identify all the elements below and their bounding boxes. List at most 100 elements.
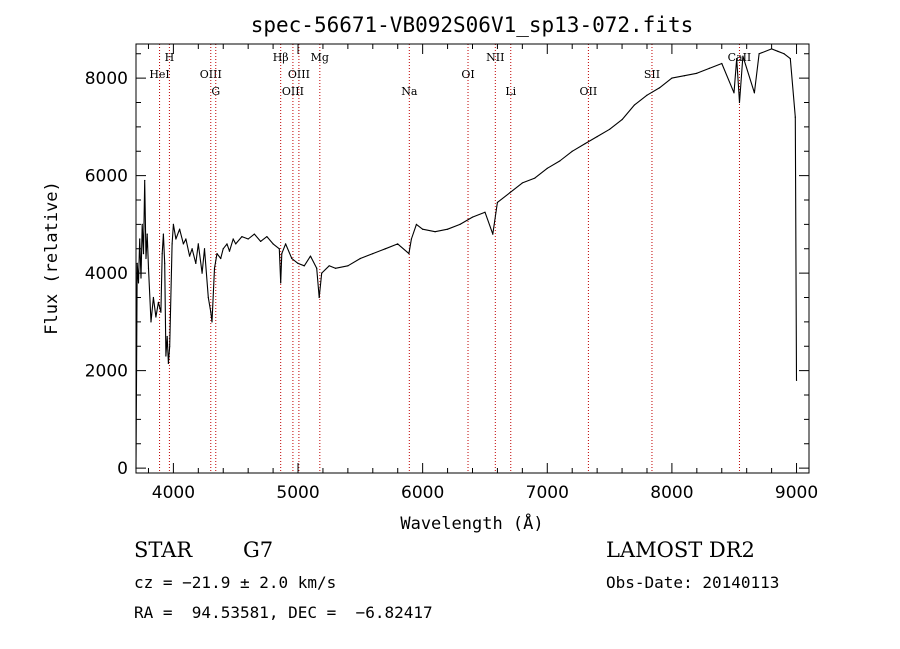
spectrum-point-4: [140, 277, 142, 279]
spectrum-point-73: [422, 228, 424, 230]
spectrum-point-23: [171, 243, 173, 245]
spectrum-point-46: [241, 235, 243, 238]
line-marker-label: Mg: [311, 51, 329, 64]
line-marker-label: SII: [644, 68, 660, 81]
spectrum-point-13: [155, 316, 157, 318]
spectrum-point-33: [201, 272, 203, 274]
x-tick-label: 6000: [401, 483, 444, 503]
spectrum-point-84: [546, 167, 548, 169]
line-marker-label: Hβ: [273, 51, 289, 64]
spectrum-point-36: [210, 311, 212, 313]
obs-date: Obs-Date: 20140113: [606, 573, 780, 592]
y-axis-label: Flux (relative): [42, 181, 62, 335]
spectrum-point-40: [220, 257, 222, 260]
spectrum-point-21: [167, 362, 170, 364]
spectrum-point-98: [721, 62, 723, 65]
spectrum-point-12: [152, 296, 155, 299]
spectrum-point-17: [162, 233, 165, 235]
spectrum-point-18: [164, 262, 166, 264]
spectrum-point-80: [496, 201, 499, 204]
survey-name: LAMOST DR2: [606, 538, 755, 562]
spectrum-point-34: [203, 248, 206, 250]
spectrum-point-90: [621, 118, 623, 121]
plot-frame: [135, 43, 810, 474]
spectrum-point-64: [334, 267, 337, 269]
spectrum-point-28: [185, 238, 187, 240]
spectrum-point-88: [596, 136, 598, 138]
spectrum-point-20: [166, 335, 168, 338]
spectrum-point-75: [446, 228, 449, 230]
spectrum-point-35: [207, 296, 209, 299]
spectrum-point-72: [415, 223, 418, 225]
spectrum-point-47: [247, 238, 249, 240]
y-tick-label: 2000: [85, 362, 128, 382]
spectrum-point-54: [281, 253, 283, 255]
spectrum-point-65: [347, 265, 349, 267]
spectrum-point-10: [147, 267, 150, 269]
x-tick-label: 4000: [152, 483, 195, 503]
spectrum-point-24: [172, 223, 174, 225]
spectrum-point-74: [434, 231, 436, 233]
line-marker-label: OIII: [288, 68, 310, 81]
spectrum-point-79: [492, 233, 494, 235]
y-tick-label: 8000: [85, 69, 128, 89]
spectrum-point-71: [410, 238, 413, 240]
y-axis-ticks: 0 2000 4000 6000 8000: [85, 53, 809, 479]
spectrum-point-19: [165, 355, 167, 357]
spectrum-point-66: [359, 257, 361, 260]
spectrum-point-52: [278, 248, 280, 250]
spectrum-point-68: [384, 248, 386, 250]
line-marker-label: Na: [401, 85, 418, 98]
spectrum-point-7: [144, 179, 146, 182]
spectrum-point-56: [291, 257, 293, 260]
spectrum-point-45: [235, 243, 237, 245]
spectrum-point-55: [284, 243, 287, 245]
spectrum-point-67: [372, 253, 374, 255]
spectrum-point-76: [459, 223, 461, 225]
line-marker-label: OIII: [282, 85, 304, 98]
spectrum-point-6: [142, 253, 145, 255]
spectrum-point-92: [646, 94, 648, 96]
spectrum-point-81: [509, 192, 511, 194]
spectrum-point-57: [297, 262, 299, 264]
spectrum-point-91: [633, 104, 636, 106]
x-axis-ticks: 4000 5000 6000 7000 8000 9000: [147, 44, 818, 503]
spectrum-point-89: [608, 128, 611, 130]
y-tick-label: 6000: [85, 167, 128, 187]
spectrum-point-51: [272, 243, 274, 245]
spectrum-point-8: [145, 257, 147, 260]
spectrum-point-86: [571, 150, 573, 152]
spectrum-point-59: [309, 255, 312, 257]
coordinates: RA = 94.53581, DEC = −6.82417: [134, 603, 433, 622]
spectrum-point-69: [397, 243, 399, 245]
spectrum-point-38: [213, 267, 216, 269]
spectrum-point-26: [179, 228, 181, 230]
spectrum-point-27: [182, 243, 184, 245]
spectrum-point-95: [683, 75, 685, 77]
spectrum-point-50: [266, 235, 268, 238]
spectrum-point-43: [228, 250, 231, 252]
spectrum-point-49: [260, 240, 262, 243]
spectrum-point-107: [783, 53, 785, 55]
spectrum-point-110: [795, 379, 798, 381]
y-tick-label: 4000: [85, 264, 128, 284]
spectrum-point-29: [188, 255, 191, 257]
spectrum-point-42: [226, 243, 228, 245]
x-axis-label: Wavelength (Å): [400, 512, 543, 534]
spectrum-series: [135, 48, 798, 469]
spectrum-point-15: [160, 311, 162, 313]
spectrum-point-14: [157, 301, 160, 303]
spectrum-point-61: [318, 296, 320, 299]
spectrum-point-1: [136, 262, 138, 264]
spectrum-point-103: [753, 92, 756, 94]
spectrum-point-30: [191, 248, 193, 250]
spectrum-point-5: [141, 223, 143, 225]
spectrum-point-48: [253, 233, 255, 235]
line-marker-label: OIII: [200, 68, 222, 81]
x-tick-label: 5000: [276, 483, 319, 503]
spectrum-point-93: [658, 87, 661, 89]
line-marker-label: CaII: [728, 51, 752, 64]
spectrum-point-100: [736, 58, 738, 60]
